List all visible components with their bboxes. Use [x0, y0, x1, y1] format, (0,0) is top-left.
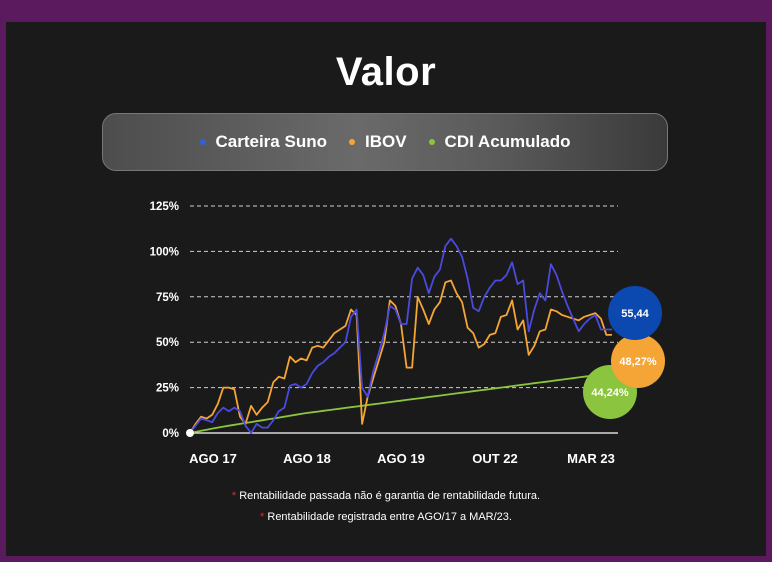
x-tick-label: AGO 18	[283, 451, 331, 466]
end-bubble-ibov	[611, 334, 665, 388]
legend-dot-cdi	[428, 139, 435, 145]
footnote-2: * Rentabilidade registrada entre AGO/17 …	[6, 511, 766, 523]
legend: Carteira Suno IBOV CDI Acumulado	[102, 113, 668, 171]
legend-dot-ibov	[348, 139, 355, 145]
legend-item-ibov: IBOV	[348, 132, 407, 152]
y-tick-label: 50%	[156, 337, 179, 349]
legend-dot-carteira-suno	[199, 139, 206, 145]
y-tick-label: 125%	[150, 201, 179, 213]
footnote-1-asterisk: *	[231, 490, 237, 502]
footnote-1-text: Rentabilidade passada não é garantia de …	[236, 490, 541, 502]
series-line-cdi-acumulado	[189, 372, 613, 434]
series-line-carteira-suno	[189, 237, 612, 434]
legend-label-ibov: IBOV	[364, 132, 407, 151]
footnote-2-asterisk: *	[260, 511, 265, 523]
legend-item-cdi: CDI Acumulado	[428, 132, 571, 152]
x-tick-label: MAR 23	[567, 451, 615, 466]
y-tick-label: 25%	[156, 383, 179, 395]
x-tick-label: OUT 22	[472, 451, 518, 466]
footnote-1: * Rentabilidade passada não é garantia d…	[6, 490, 766, 502]
chart-card: Valor Carteira Suno IBOV CDI Acumulado 0…	[6, 22, 766, 556]
end-label-carteira-suno: 55,44	[621, 308, 649, 320]
origin-point	[186, 429, 194, 437]
x-tick-label: AGO 19	[377, 451, 425, 466]
legend-label-carteira-suno: Carteira Suno	[215, 132, 327, 151]
footnote-2-text: Rentabilidade registrada entre AGO/17 a …	[264, 511, 512, 523]
line-chart: 0% 25% 50% 75% 100% 125% AGO 17 AGO 18 AGO 19 OUT…	[150, 201, 665, 466]
legend-label-cdi: CDI Acumulado	[444, 132, 571, 151]
legend-item-carteira-suno: Carteira Suno	[199, 132, 327, 152]
end-label-cdi-acumulado: 44,24%	[591, 387, 629, 399]
end-label-ibov: 48,27%	[619, 356, 657, 368]
x-tick-label: AGO 17	[189, 451, 237, 466]
end-bubble-carteira-suno	[608, 286, 662, 340]
chart-title: Valor	[335, 50, 437, 94]
y-tick-label: 75%	[156, 292, 179, 304]
y-tick-label: 0%	[162, 428, 179, 440]
y-tick-label: 100%	[150, 246, 179, 258]
series-line-ibov	[189, 279, 612, 434]
